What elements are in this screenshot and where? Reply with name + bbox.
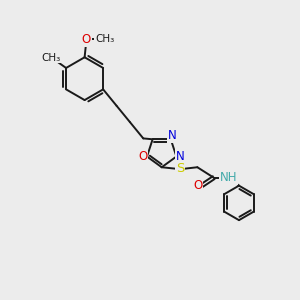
Text: N: N — [168, 129, 177, 142]
Text: NH: NH — [220, 171, 237, 184]
Text: O: O — [82, 33, 91, 46]
Text: O: O — [193, 179, 202, 193]
Text: S: S — [176, 162, 184, 175]
Text: N: N — [176, 150, 185, 163]
Text: CH₃: CH₃ — [42, 52, 61, 63]
Text: O: O — [138, 150, 148, 163]
Text: CH₃: CH₃ — [95, 34, 114, 44]
